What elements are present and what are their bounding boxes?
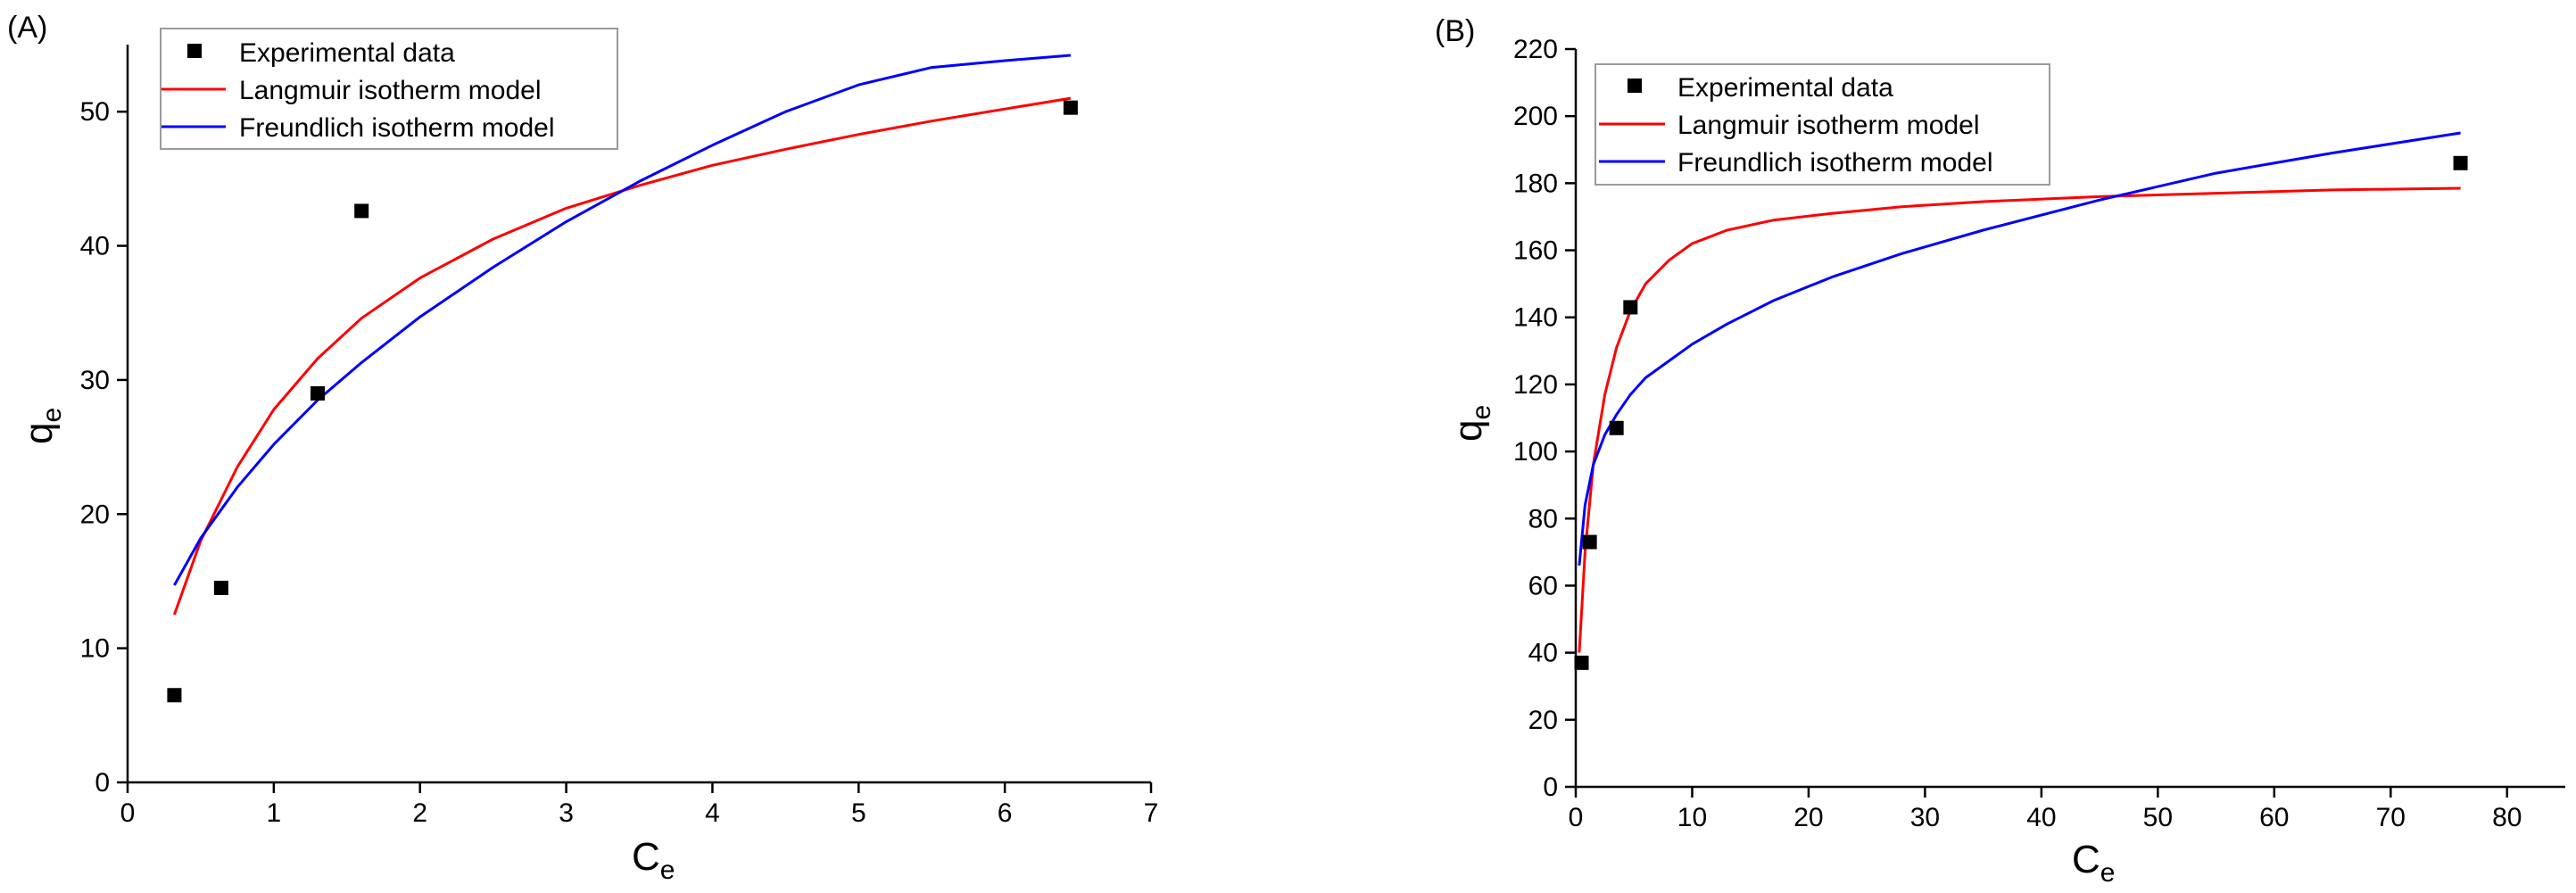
panel-a-y-tick-label: 50 [80, 97, 110, 127]
panel-a-data-point [311, 385, 326, 401]
panel-b-y-tick-label: 220 [1513, 35, 1558, 64]
panel-b-data-point [1609, 420, 1624, 435]
panel-a-y-axis-label: qe [17, 408, 67, 444]
panel-a-data-point [213, 580, 228, 595]
panel-a-data-points [167, 100, 1078, 703]
panel-b-model-lines [1578, 131, 2461, 653]
panel-b-y-tick-label: 120 [1513, 370, 1558, 400]
panel-b-x-tick-label: 60 [2259, 803, 2289, 832]
panel-b-freundlich-curve [1578, 131, 2461, 566]
panel-b-y-axis-label: qe [1446, 405, 1496, 442]
panel-b-label: (B) [1435, 14, 1475, 48]
panel-b-y-tick-label: 160 [1513, 236, 1558, 266]
panel-b-x-tick-label: 40 [2026, 803, 2056, 832]
panel-b-x-axis-label: Ce [2072, 838, 2115, 888]
panel-a-x-tick-label: 0 [120, 798, 136, 828]
panel-a-y-label-sub: e [37, 408, 67, 423]
panel-a-x-tick-label: 6 [998, 798, 1013, 828]
panel-b-x-tick-label: 0 [1569, 803, 1584, 832]
panel-b-legend: Experimental data Langmuir isotherm mode… [1594, 63, 2050, 186]
panel-a-legend-box [160, 28, 618, 150]
panel-a-x-tick-label: 4 [705, 798, 720, 828]
panel-b-x-tick-label: 50 [2143, 803, 2173, 832]
panel-b-data-point [1582, 534, 1597, 550]
panel-a-y-tick-label: 40 [80, 232, 110, 261]
panel-a-legend-experimental: Experimental data [239, 38, 455, 68]
panel-b-x-tick-label: 80 [2492, 803, 2522, 832]
panel-b-x-tick-label: 20 [1793, 803, 1823, 832]
panel-b-y-tick-label: 180 [1513, 169, 1558, 198]
panel-a-y-tick-label: 30 [80, 366, 110, 395]
panel-a-legend-marker-experimental [187, 44, 202, 58]
panel-a-legend-langmuir: Langmuir isotherm model [239, 76, 541, 105]
panel-b-y-tick-label: 200 [1513, 102, 1558, 131]
panel-a-data-point [1063, 100, 1078, 115]
panel-a-y-ticks: 0 10 20 30 40 50 [80, 97, 128, 798]
panel-b-y-label-sub: e [1467, 405, 1496, 420]
panel-a-legend: Experimental data Langmuir isotherm mode… [160, 28, 618, 150]
panel-b-data-points [1574, 155, 2468, 670]
panel-a-x-ticks: 0 1 2 3 4 5 6 7 [120, 782, 1159, 828]
panel-b-x-tick-label: 30 [1910, 803, 1940, 832]
panel-a-x-tick-label: 3 [559, 798, 574, 828]
panel-b-y-tick-label: 100 [1513, 437, 1558, 467]
panel-b-y-label-main: q [1446, 420, 1490, 442]
panel-a-data-point [167, 688, 182, 703]
panel-b-data-point [1574, 655, 1589, 670]
panel-a-y-tick-label: 20 [80, 500, 110, 529]
panel-b-chart: (B) 0 10 20 30 40 50 60 70 80 0 20 40 60 80 100 120 140… [1435, 14, 2565, 888]
panel-a-model-lines [172, 54, 1072, 616]
panel-b-legend-marker-experimental [1628, 79, 1642, 93]
panel-b-legend-freundlich: Freundlich isotherm model [1677, 148, 1992, 178]
panel-a-x-tick-label: 5 [851, 798, 866, 828]
panel-b-data-point [1623, 300, 1638, 315]
panel-b-x-label-main: C [2072, 838, 2100, 881]
panel-b-x-tick-label: 10 [1677, 803, 1707, 832]
panel-a-y-tick-label: 0 [95, 768, 110, 798]
panel-a-langmuir-curve [172, 96, 1072, 616]
panel-b-y-tick-label: 40 [1528, 639, 1558, 668]
panel-a-x-label-sub: e [660, 856, 675, 885]
panel-b-legend-langmuir: Langmuir isotherm model [1677, 111, 1979, 140]
panel-a-legend-freundlich: Freundlich isotherm model [239, 113, 554, 143]
panel-a-label: (A) [7, 11, 47, 45]
panel-b-y-tick-label: 20 [1528, 706, 1558, 735]
panel-b-y-ticks: 0 20 40 60 80 100 120 140 160 180 200 220 [1513, 35, 1576, 802]
panel-a-freundlich-curve [173, 54, 1072, 586]
panel-a-x-label-main: C [632, 835, 660, 879]
panel-a-x-tick-label: 2 [412, 798, 427, 828]
panel-b-legend-experimental: Experimental data [1677, 73, 1893, 103]
panel-a-x-axis-label: Ce [632, 835, 675, 885]
panel-b-x-tick-label: 70 [2376, 803, 2406, 832]
panel-b-x-label-sub: e [2100, 858, 2116, 888]
panel-a-data-point [354, 203, 369, 219]
panel-b-y-tick-label: 0 [1543, 773, 1558, 802]
panel-a-y-label-main: q [17, 423, 61, 444]
panel-a-x-tick-label: 1 [267, 798, 282, 828]
panel-b-legend-box [1594, 63, 2050, 186]
panel-a-y-tick-label: 10 [80, 634, 110, 664]
panel-b-langmuir-curve [1578, 186, 2461, 653]
panel-b-y-tick-label: 60 [1528, 571, 1558, 600]
panel-b-data-point [2453, 155, 2468, 170]
panel-b-y-tick-label: 80 [1528, 504, 1558, 533]
panel-b-x-ticks: 0 10 20 30 40 50 60 70 80 [1569, 787, 2522, 832]
panel-a-x-tick-label: 7 [1144, 798, 1159, 828]
panel-b-y-tick-label: 140 [1513, 303, 1558, 333]
